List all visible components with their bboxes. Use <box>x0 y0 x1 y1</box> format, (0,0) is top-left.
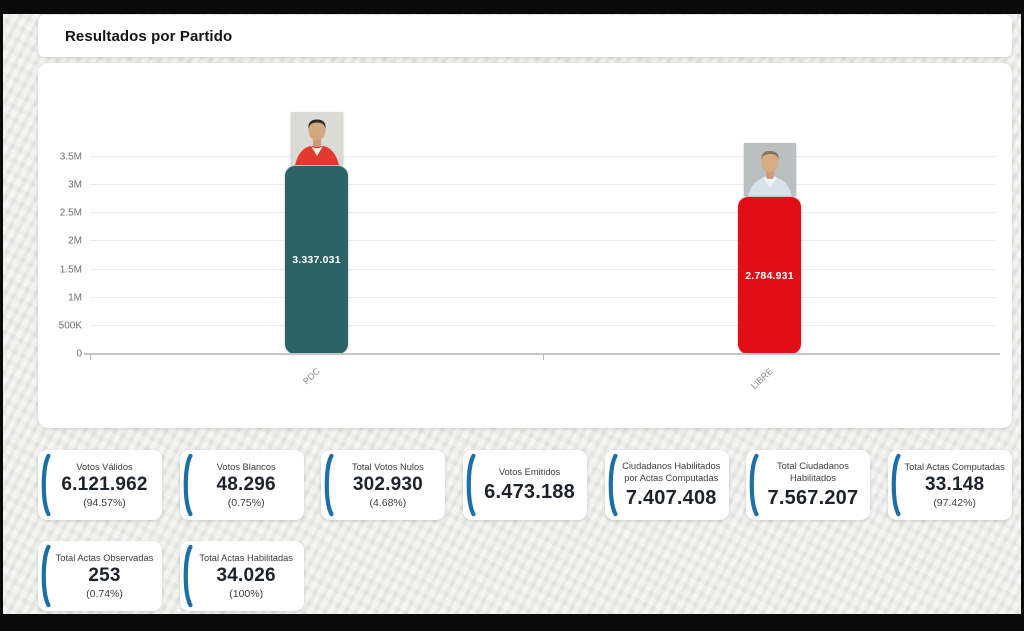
title-card: Resultados por Partido <box>38 15 1012 57</box>
stat-card[interactable]: Votos Emitidos 6.473.188 <box>463 450 588 520</box>
x-axis-tick <box>90 355 91 360</box>
stat-card-value: 33.148 <box>924 474 985 496</box>
bar-value-label: 3.337.031 <box>292 254 341 266</box>
x-axis-line <box>84 353 1000 355</box>
stat-card-value: 7.567.207 <box>767 487 859 510</box>
gridline <box>90 184 996 186</box>
bar-libre[interactable]: 2.784.931 <box>738 197 801 354</box>
bar-group: 3.337.031 <box>285 112 348 354</box>
stat-cards-row-1: Votos Válidos 6.121.962 (94.57%) Votos B… <box>38 450 1013 520</box>
stat-card[interactable]: Total Actas Computadas 33.148 (97.42%) <box>888 450 1013 520</box>
stat-card-label: Total Votos Nulos <box>351 461 424 472</box>
plot-area: 3.337.031 2.784.931 <box>90 112 996 354</box>
y-axis-tick-label: 0 <box>76 348 82 360</box>
card-accent-icon <box>325 453 334 517</box>
gridline <box>90 324 996 326</box>
page-title: Resultados por Partido <box>65 27 233 45</box>
stat-card-label: Votos Emitidos <box>498 466 561 477</box>
stat-card[interactable]: Votos Válidos 6.121.962 (94.57%) <box>38 450 162 520</box>
gridline <box>90 296 996 298</box>
candidate-photo-libre <box>743 143 796 196</box>
stat-card-percent: (97.42%) <box>933 497 976 510</box>
card-accent-icon <box>891 453 901 517</box>
bar-value-label: 2.784.931 <box>745 269 794 282</box>
stat-card[interactable]: Ciudadanos Habilitados por Actas Computa… <box>604 450 729 520</box>
card-accent-icon <box>183 544 193 608</box>
stat-card-label: Total Actas Habilitadas <box>199 552 293 563</box>
y-axis-tick-label: 2M <box>68 235 82 247</box>
card-accent-icon <box>41 453 51 517</box>
stat-card-percent: (0.75%) <box>227 497 265 510</box>
stat-card-label: Ciudadanos Habilitados por Actas Computa… <box>622 460 721 483</box>
stat-card[interactable]: Total Ciudadanos Habilitados 7.567.207 <box>746 450 871 520</box>
stat-card-value: 6.473.188 <box>484 481 575 504</box>
stat-card-value: 302.930 <box>352 474 423 496</box>
card-accent-icon <box>750 453 760 517</box>
candidate-photo-pdc <box>290 112 343 165</box>
stat-card-percent: (94.57%) <box>83 497 126 510</box>
card-accent-icon <box>466 453 476 517</box>
stat-card[interactable]: Total Votos Nulos 302.930 (4.68%) <box>321 450 446 520</box>
stat-card[interactable]: Votos Blancos 48.296 (0.75%) <box>179 450 304 520</box>
dashboard-stage: Resultados por Partido 0 500K 1M 1.5M 2M 2.5M… <box>3 14 1021 614</box>
card-accent-icon <box>183 453 193 517</box>
x-axis-category-label: PDC <box>300 366 322 387</box>
y-axis-tick-label: 500K <box>58 320 82 332</box>
stat-card-label: Total Actas Computadas <box>904 461 1005 472</box>
y-axis-tick-label: 3.5M <box>59 151 82 163</box>
stat-card[interactable]: Total Actas Habilitadas 34.026 (100%) <box>179 541 304 611</box>
y-axis-tick-label: 2.5M <box>59 207 82 219</box>
gridline <box>90 212 996 214</box>
y-axis-tick-label: 1.5M <box>59 264 82 276</box>
y-axis-labels: 0 500K 1M 1.5M 2M 2.5M 3M 3.5M <box>44 152 82 360</box>
card-accent-icon <box>41 544 51 608</box>
stat-card-value: 7.407.408 <box>625 487 717 510</box>
stat-card[interactable]: Total Actas Observadas 253 (0.74%) <box>38 541 162 611</box>
x-axis-tick <box>543 355 544 360</box>
stat-card-value: 48.296 <box>216 474 276 496</box>
y-axis-tick-label: 3M <box>68 179 82 191</box>
stat-card-label: Votos Blancos <box>216 461 276 472</box>
stat-card-percent: (0.74%) <box>86 588 123 601</box>
gridline <box>90 156 996 157</box>
gridline <box>90 268 996 270</box>
y-axis-tick-label: 1M <box>68 292 82 304</box>
x-axis-category-label: LIBRE <box>748 366 775 392</box>
stat-cards-row-2: Total Actas Observadas 253 (0.74%) Total… <box>38 541 1012 611</box>
card-accent-icon <box>608 453 618 517</box>
stat-card-value: 34.026 <box>216 565 276 587</box>
stat-card-label: Total Actas Observadas <box>55 552 154 563</box>
stat-card-percent: (100%) <box>229 588 264 601</box>
gridline <box>90 240 996 242</box>
stat-card-value: 6.121.962 <box>61 474 148 496</box>
results-bar-chart: 0 500K 1M 1.5M 2M 2.5M 3M 3.5M 3.337.031 2.784.… <box>38 63 1012 428</box>
stat-card-percent: (4.68%) <box>369 497 407 510</box>
bar-group: 2.784.931 <box>738 143 801 354</box>
bar-pdc[interactable]: 3.337.031 <box>285 166 348 354</box>
stat-card-label: Total Ciudadanos Habilitados <box>777 460 849 483</box>
stat-card-label: Votos Válidos <box>76 461 133 472</box>
stat-card-value: 253 <box>88 565 121 587</box>
